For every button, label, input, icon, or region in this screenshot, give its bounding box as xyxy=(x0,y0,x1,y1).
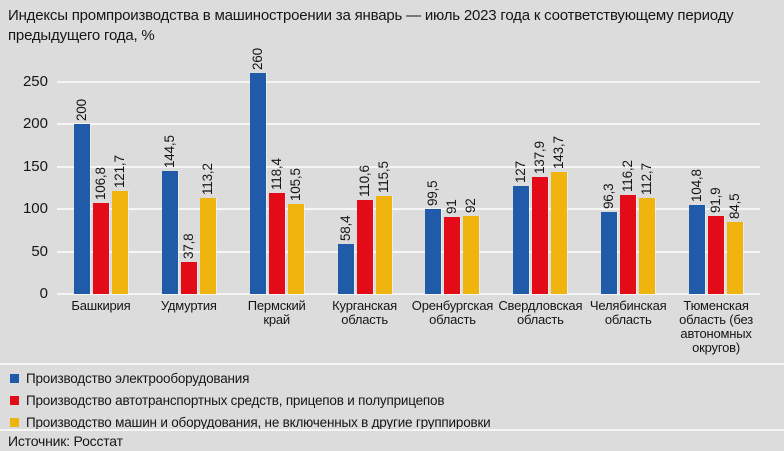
gridline xyxy=(57,123,760,125)
bar-value-label: 92 xyxy=(463,198,479,213)
bar xyxy=(287,204,304,294)
bar-value-label: 104,8 xyxy=(689,169,705,202)
bar xyxy=(249,73,266,294)
legend-swatch xyxy=(10,373,19,383)
bar xyxy=(727,222,744,294)
legend-item: Производство машин и оборудования, не вк… xyxy=(10,411,491,433)
bar xyxy=(92,203,109,294)
y-tick-label: 200 xyxy=(22,115,48,132)
bar-value-label: 200 xyxy=(73,99,89,121)
bar-value-label: 113,2 xyxy=(199,162,215,195)
bar xyxy=(463,215,480,294)
bar-value-label: 37,8 xyxy=(180,233,196,259)
source-note: Источник: Росстат xyxy=(8,433,123,449)
x-axis-label: Башкирия xyxy=(71,298,131,313)
bar-value-label: 91 xyxy=(444,199,460,214)
legend-divider xyxy=(0,363,784,365)
bar-value-label: 127 xyxy=(513,161,529,184)
gridline xyxy=(57,165,760,168)
bar xyxy=(161,171,178,294)
y-tick-label: 50 xyxy=(31,242,48,260)
x-axis-label: Пермский край xyxy=(247,298,306,327)
bar xyxy=(601,212,618,294)
bar xyxy=(689,204,706,294)
gridline xyxy=(57,208,760,210)
bar-value-label: 144,5 xyxy=(161,135,177,169)
bar-value-label: 115,5 xyxy=(375,161,391,193)
bar xyxy=(268,193,285,294)
y-tick-label: 100 xyxy=(22,200,48,217)
bar xyxy=(73,124,90,294)
bar xyxy=(532,176,549,294)
bar xyxy=(639,198,656,294)
legend-label: Производство автотранспортных средств, п… xyxy=(26,392,445,408)
legend-swatch xyxy=(10,395,19,405)
bar-value-label: 84,5 xyxy=(727,193,743,220)
bar-value-label: 137,9 xyxy=(532,140,548,174)
bar xyxy=(708,215,725,294)
gridline xyxy=(57,80,760,83)
legend-swatch xyxy=(10,417,19,427)
bar-value-label: 58,4 xyxy=(337,215,353,242)
x-axis-label: Удмуртия xyxy=(160,298,217,313)
bar xyxy=(356,199,373,294)
gridline xyxy=(57,293,760,295)
bar-value-label: 260 xyxy=(249,48,265,70)
bar xyxy=(551,171,568,294)
bar-value-label: 99,5 xyxy=(425,180,441,207)
x-axis-label: Челябинская область xyxy=(589,298,667,327)
legend: Производство электрооборудования Производ… xyxy=(10,367,491,433)
y-tick-label: 0 xyxy=(39,285,48,302)
legend-label: Производство машин и оборудования, не вк… xyxy=(26,414,491,430)
y-tick-label: 250 xyxy=(22,72,48,90)
gridline xyxy=(57,250,760,253)
chart-title: Индексы промпроизводства в машиностроени… xyxy=(8,7,734,44)
legend-item: Производство электрооборудования xyxy=(10,367,491,389)
bar xyxy=(180,261,197,294)
bar-value-label: 143,7 xyxy=(551,136,567,169)
x-axis-label: Свердловская область xyxy=(498,298,583,327)
x-axis-label: Оренбургская область xyxy=(411,298,494,327)
bar-value-label: 121,7 xyxy=(111,154,127,188)
bar-value-label: 112,7 xyxy=(639,163,655,196)
bar xyxy=(337,244,354,294)
bar-value-label: 106,8 xyxy=(92,167,108,201)
bar xyxy=(199,197,216,294)
bar-value-label: 110,6 xyxy=(356,165,372,197)
bar xyxy=(111,190,128,294)
legend-item: Производство автотранспортных средств, п… xyxy=(10,389,491,411)
bar xyxy=(444,216,461,294)
bar-value-label: 91,9 xyxy=(708,187,724,213)
source-divider xyxy=(0,429,784,431)
bar-value-label: 118,4 xyxy=(268,158,284,191)
bar xyxy=(375,195,392,294)
bar xyxy=(620,195,637,294)
bar xyxy=(513,186,530,294)
y-tick-label: 150 xyxy=(22,157,48,175)
bar xyxy=(425,209,442,294)
bar-value-label: 116,2 xyxy=(620,160,636,193)
bar-value-label: 105,5 xyxy=(287,168,303,202)
legend-label: Производство электрооборудования xyxy=(26,370,250,386)
bar-value-label: 96,3 xyxy=(601,183,617,210)
x-axis-label: Курганская область xyxy=(332,298,397,327)
x-axis-label: Тюменская область (без автономных округо… xyxy=(679,298,753,355)
